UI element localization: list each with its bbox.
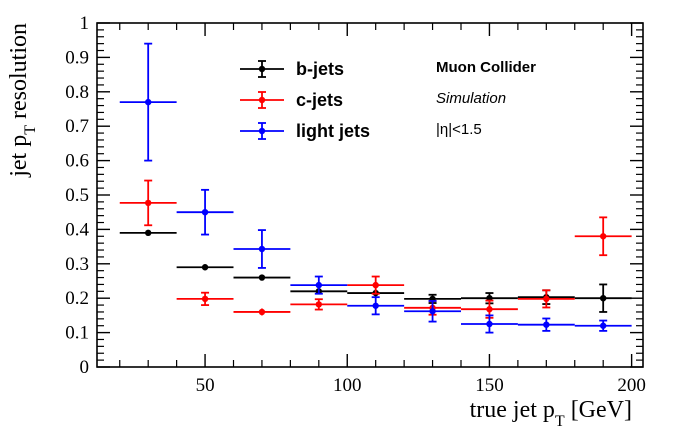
data-marker bbox=[599, 322, 607, 329]
data-marker bbox=[486, 306, 493, 313]
eta-cut-label: |η|<1.5 bbox=[436, 121, 482, 138]
legend-label: light jets bbox=[296, 121, 370, 141]
data-point bbox=[233, 308, 291, 316]
x-axis-ticks: 50 100 150 200 bbox=[119, 23, 646, 396]
data-point bbox=[176, 264, 234, 271]
y-axis-title-subscript: T bbox=[22, 125, 39, 135]
data-marker bbox=[144, 229, 152, 237]
data-point bbox=[119, 42, 177, 162]
x-tick-label: 100 bbox=[333, 375, 362, 396]
data-marker bbox=[258, 245, 266, 253]
y-tick-label: 0.3 bbox=[65, 254, 89, 275]
data-marker bbox=[258, 308, 266, 316]
data-marker bbox=[599, 233, 607, 240]
legend-label: b-jets bbox=[296, 59, 344, 79]
legend-marker bbox=[258, 96, 266, 104]
y-tick-label: 0.1 bbox=[65, 323, 89, 344]
legend-entry: light jets bbox=[240, 121, 370, 141]
data-point bbox=[176, 188, 234, 236]
data-point bbox=[119, 179, 177, 227]
data-point bbox=[176, 291, 234, 306]
data-marker bbox=[258, 274, 266, 281]
x-tick-label: 150 bbox=[475, 375, 504, 396]
data-series-layer bbox=[119, 42, 632, 334]
data-point bbox=[461, 314, 518, 334]
y-tick-label: 0 bbox=[80, 357, 90, 378]
x-axis-title-prefix: true jet p bbox=[470, 397, 555, 423]
data-marker bbox=[315, 301, 323, 308]
simulation-label: Simulation bbox=[436, 90, 506, 107]
legend-marker bbox=[258, 65, 266, 73]
series-c-jets bbox=[119, 179, 632, 319]
y-tick-label: 0.2 bbox=[65, 288, 89, 309]
data-marker bbox=[372, 302, 379, 309]
x-axis-title-subscript: T bbox=[555, 413, 565, 430]
data-point bbox=[347, 275, 405, 295]
data-marker bbox=[201, 295, 209, 303]
y-tick-label: 0.8 bbox=[65, 82, 89, 103]
data-marker bbox=[429, 308, 436, 315]
legend-entry: b-jets bbox=[240, 59, 344, 79]
data-point bbox=[574, 319, 632, 332]
data-marker bbox=[201, 264, 209, 271]
series-light-jets bbox=[119, 42, 632, 334]
y-tick-label: 0.4 bbox=[65, 219, 89, 240]
legend: b-jets c-jets light jets bbox=[240, 59, 370, 141]
data-marker bbox=[599, 295, 607, 302]
legend-marker bbox=[258, 127, 266, 135]
data-point bbox=[517, 317, 575, 332]
y-tick-label: 0.5 bbox=[65, 185, 89, 206]
data-marker bbox=[144, 199, 152, 207]
data-point bbox=[517, 289, 575, 309]
data-point bbox=[119, 229, 177, 237]
y-tick-label: 1 bbox=[80, 13, 90, 34]
data-marker bbox=[486, 320, 493, 328]
data-point bbox=[404, 300, 461, 323]
y-axis-title-prefix: jet p bbox=[6, 135, 32, 178]
x-tick-label: 50 bbox=[196, 375, 215, 396]
data-point bbox=[574, 283, 632, 313]
data-marker bbox=[201, 209, 209, 216]
y-axis-ticks: 0 0.1 0.2 0.3 0.4 0.5 0.6 0.7 0.8 0.9 1 bbox=[65, 13, 643, 378]
data-point bbox=[233, 229, 291, 269]
y-axis-title: jet pT resolution bbox=[6, 23, 39, 178]
legend-label: c-jets bbox=[296, 90, 343, 110]
data-marker bbox=[315, 281, 323, 289]
x-axis-title: true jet pT [GeV] bbox=[470, 397, 632, 430]
data-marker bbox=[543, 321, 550, 328]
data-marker bbox=[372, 281, 379, 289]
data-point bbox=[290, 275, 348, 295]
data-point bbox=[290, 298, 348, 311]
data-point bbox=[574, 216, 632, 257]
y-tick-label: 0.9 bbox=[65, 47, 89, 68]
y-tick-label: 0.7 bbox=[65, 116, 89, 137]
data-point bbox=[347, 296, 405, 316]
x-axis-title-suffix: [GeV] bbox=[565, 397, 632, 423]
data-marker bbox=[144, 98, 152, 106]
y-tick-label: 0.6 bbox=[65, 151, 89, 172]
legend-entry: c-jets bbox=[240, 90, 343, 110]
x-tick-label: 200 bbox=[617, 375, 646, 396]
y-axis-title-suffix: resolution bbox=[6, 23, 32, 125]
data-marker bbox=[543, 295, 550, 303]
experiment-label: Muon Collider bbox=[436, 59, 536, 76]
data-point bbox=[233, 274, 291, 281]
